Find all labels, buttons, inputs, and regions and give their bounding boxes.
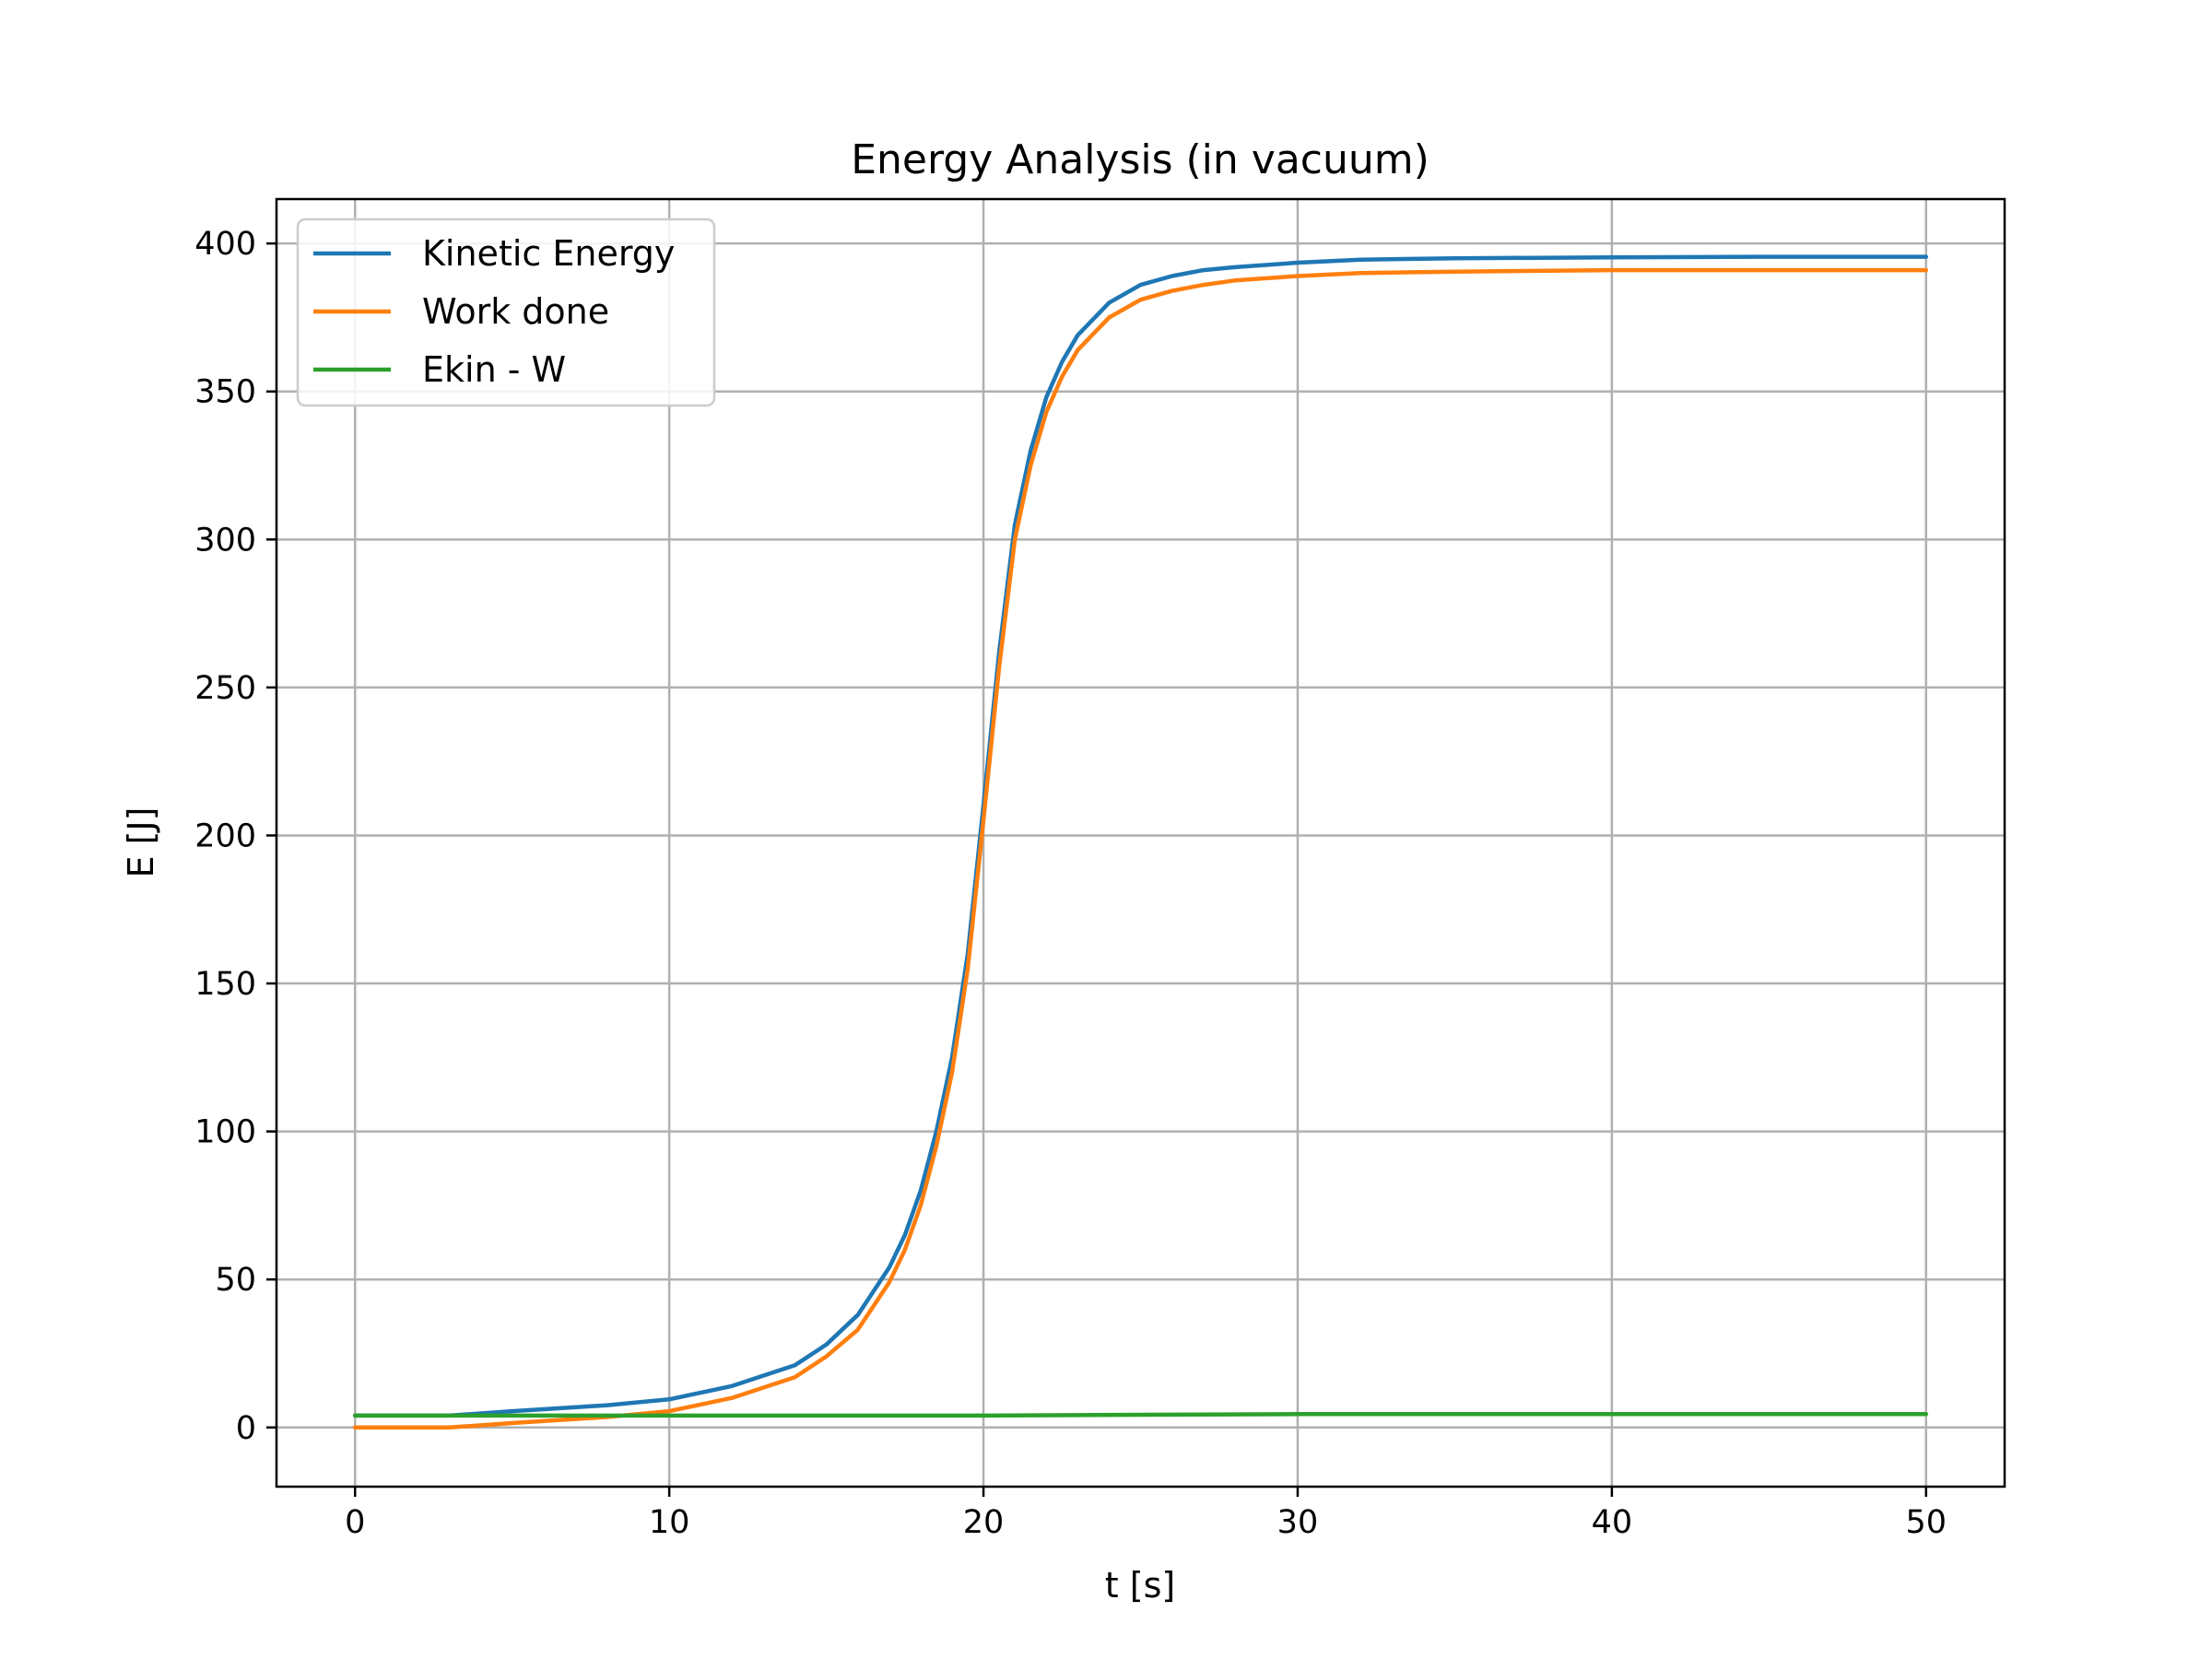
x-tick-label: 20 xyxy=(963,1504,1005,1541)
x-tick-label: 30 xyxy=(1277,1504,1319,1541)
plot-frame xyxy=(275,197,2006,1488)
chart-title: Energy Analysis (in vacuum) xyxy=(851,136,1430,183)
y-tick-label: 250 xyxy=(194,670,256,707)
series-line-3 xyxy=(352,1412,1929,1418)
y-tick-label: 350 xyxy=(194,374,256,411)
series-line-2 xyxy=(352,267,1929,1430)
y-tick-label: 50 xyxy=(215,1262,256,1299)
legend: Kinetic Energy Work done Ekin - W xyxy=(296,218,716,407)
legend-label-2: Work done xyxy=(422,291,609,332)
legend-box xyxy=(296,218,716,407)
x-tick-label: 10 xyxy=(649,1504,690,1541)
x-tick-label: 50 xyxy=(1905,1504,1947,1541)
x-tick-label: 0 xyxy=(345,1504,365,1541)
x-tick-label: 40 xyxy=(1592,1504,1633,1541)
y-axis-label: E [J] xyxy=(121,807,161,878)
y-tick-label: 300 xyxy=(194,522,256,559)
y-tick-label: 100 xyxy=(194,1114,256,1151)
y-tick-label: 0 xyxy=(236,1410,256,1447)
legend-label-1: Kinetic Energy xyxy=(422,233,675,274)
grid-lines xyxy=(276,199,2005,1487)
legend-label-3: Ekin - W xyxy=(422,349,566,390)
x-axis-label: t [s] xyxy=(1105,1565,1175,1606)
series-lines xyxy=(352,254,1929,1430)
y-tick-label: 150 xyxy=(194,966,256,1003)
y-tick-label: 200 xyxy=(194,818,256,854)
axis-ticks: 0 10 20 30 40 50 0 50 100 150 200 250 300 350 400 xyxy=(194,226,1947,1541)
y-tick-label: 400 xyxy=(194,226,256,263)
